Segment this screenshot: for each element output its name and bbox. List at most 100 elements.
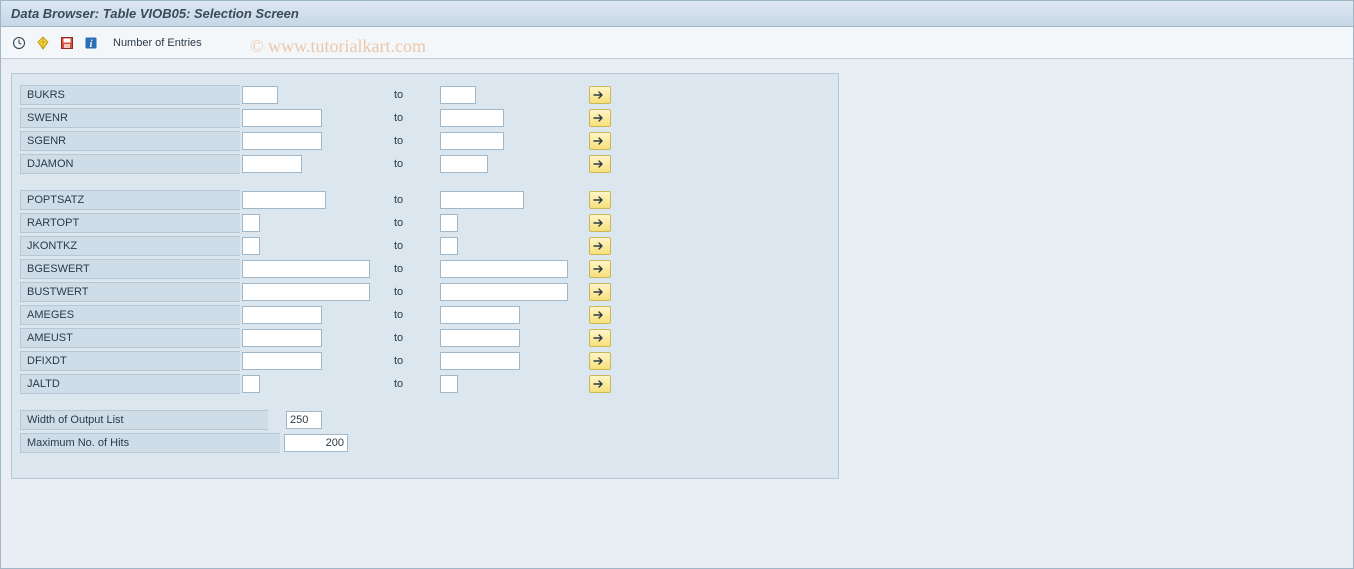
multiple-selection-button[interactable]: [589, 191, 611, 209]
width-of-output-row: Width of Output List: [20, 409, 830, 431]
field-label: JALTD: [20, 374, 240, 394]
info-button[interactable]: i: [81, 33, 101, 53]
diamond-icon: [36, 36, 50, 50]
titlebar: Data Browser: Table VIOB05: Selection Sc…: [1, 1, 1353, 27]
save-button[interactable]: [57, 33, 77, 53]
ameust-from-input[interactable]: [242, 329, 322, 347]
arrow-right-icon: [593, 195, 607, 205]
arrow-right-icon: [593, 333, 607, 343]
arrow-right-icon: [593, 287, 607, 297]
field-row-ameges: AMEGESto: [20, 304, 830, 326]
multiple-selection-button[interactable]: [589, 352, 611, 370]
multiple-selection-button[interactable]: [589, 283, 611, 301]
field-label: AMEGES: [20, 305, 240, 325]
poptsatz-from-input[interactable]: [242, 191, 326, 209]
rartopt-to-input[interactable]: [440, 214, 458, 232]
field-row-jkontkz: JKONTKZto: [20, 235, 830, 257]
output-options-group: Width of Output List Maximum No. of Hits: [20, 409, 830, 454]
field-group-g2: POPTSATZtoRARTOPTtoJKONTKZtoBGESWERTtoBU…: [20, 189, 830, 395]
sgenr-to-input[interactable]: [440, 132, 504, 150]
to-label: to: [388, 89, 438, 101]
dfixdt-to-input[interactable]: [440, 352, 520, 370]
arrow-right-icon: [593, 379, 607, 389]
max-hits-row: Maximum No. of Hits: [20, 432, 830, 454]
multiple-selection-button[interactable]: [589, 237, 611, 255]
multiple-selection-button[interactable]: [589, 86, 611, 104]
to-label: to: [388, 240, 438, 252]
field-label: BUKRS: [20, 85, 240, 105]
selection-panel: BUKRStoSWENRtoSGENRtoDJAMONtoPOPTSATZtoR…: [11, 73, 839, 479]
field-row-dfixdt: DFIXDTto: [20, 350, 830, 372]
variant-button[interactable]: [33, 33, 53, 53]
field-label: POPTSATZ: [20, 190, 240, 210]
sgenr-from-input[interactable]: [242, 132, 322, 150]
multiple-selection-button[interactable]: [589, 260, 611, 278]
multiple-selection-button[interactable]: [589, 329, 611, 347]
bukrs-to-input[interactable]: [440, 86, 476, 104]
multiple-selection-button[interactable]: [589, 375, 611, 393]
clock-icon: [12, 36, 26, 50]
width-of-output-input[interactable]: [286, 411, 322, 429]
to-label: to: [388, 158, 438, 170]
arrow-right-icon: [593, 264, 607, 274]
execute-button[interactable]: [9, 33, 29, 53]
jaltd-to-input[interactable]: [440, 375, 458, 393]
jkontkz-to-input[interactable]: [440, 237, 458, 255]
field-row-sgenr: SGENR to: [20, 130, 830, 152]
to-label: to: [388, 263, 438, 275]
swenr-from-input[interactable]: [242, 109, 322, 127]
width-of-output-label: Width of Output List: [20, 410, 268, 430]
toolbar: i Number of Entries: [1, 27, 1353, 59]
ameges-to-input[interactable]: [440, 306, 520, 324]
jkontkz-from-input[interactable]: [242, 237, 260, 255]
bukrs-from-input[interactable]: [242, 86, 278, 104]
arrow-right-icon: [593, 113, 607, 123]
field-group-g1: BUKRStoSWENRtoSGENRtoDJAMONto: [20, 84, 830, 175]
multiple-selection-button[interactable]: [589, 155, 611, 173]
field-row-bgeswert: BGESWERT to: [20, 258, 830, 280]
max-hits-input[interactable]: [284, 434, 348, 452]
to-label: to: [388, 332, 438, 344]
djamon-from-input[interactable]: [242, 155, 302, 173]
to-label: to: [388, 135, 438, 147]
field-row-ameust: AMEUST to: [20, 327, 830, 349]
field-row-bustwert: BUSTWERTto: [20, 281, 830, 303]
multiple-selection-button[interactable]: [589, 132, 611, 150]
arrow-right-icon: [593, 356, 607, 366]
field-label: BUSTWERT: [20, 282, 240, 302]
arrow-right-icon: [593, 159, 607, 169]
rartopt-from-input[interactable]: [242, 214, 260, 232]
dfixdt-from-input[interactable]: [242, 352, 322, 370]
bustwert-from-input[interactable]: [242, 283, 370, 301]
multiple-selection-button[interactable]: [589, 109, 611, 127]
bgeswert-to-input[interactable]: [440, 260, 568, 278]
ameges-from-input[interactable]: [242, 306, 322, 324]
field-row-bukrs: BUKRS to: [20, 84, 830, 106]
field-row-jaltd: JALTD to: [20, 373, 830, 395]
ameust-to-input[interactable]: [440, 329, 520, 347]
bustwert-to-input[interactable]: [440, 283, 568, 301]
to-label: to: [388, 217, 438, 229]
max-hits-label: Maximum No. of Hits: [20, 433, 280, 453]
multiple-selection-button[interactable]: [589, 306, 611, 324]
poptsatz-to-input[interactable]: [440, 191, 524, 209]
sap-window: Data Browser: Table VIOB05: Selection Sc…: [0, 0, 1354, 569]
swenr-to-input[interactable]: [440, 109, 504, 127]
jaltd-from-input[interactable]: [242, 375, 260, 393]
field-label: RARTOPT: [20, 213, 240, 233]
field-label: BGESWERT: [20, 259, 240, 279]
info-icon: i: [84, 36, 98, 50]
entries-button[interactable]: Number of Entries: [113, 37, 202, 49]
save-icon: [60, 36, 74, 50]
field-label: AMEUST: [20, 328, 240, 348]
field-row-poptsatz: POPTSATZ to: [20, 189, 830, 211]
djamon-to-input[interactable]: [440, 155, 488, 173]
to-label: to: [388, 378, 438, 390]
field-row-djamon: DJAMONto: [20, 153, 830, 175]
field-row-swenr: SWENRto: [20, 107, 830, 129]
bgeswert-from-input[interactable]: [242, 260, 370, 278]
multiple-selection-button[interactable]: [589, 214, 611, 232]
field-label: SGENR: [20, 131, 240, 151]
content-area: BUKRStoSWENRtoSGENRtoDJAMONtoPOPTSATZtoR…: [1, 59, 1353, 489]
to-label: to: [388, 194, 438, 206]
